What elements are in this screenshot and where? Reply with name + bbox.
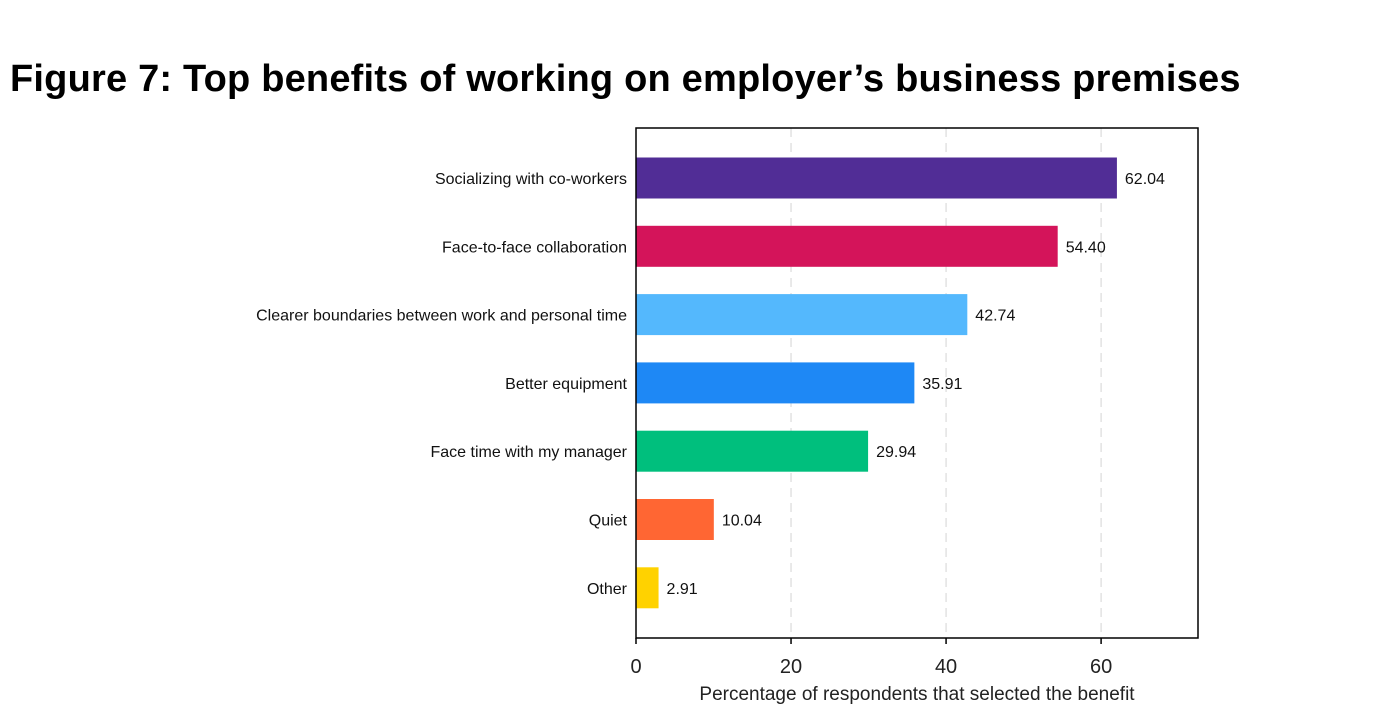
category-label: Face time with my manager — [430, 444, 627, 461]
bar-3 — [636, 362, 915, 404]
value-label: 10.04 — [722, 513, 762, 530]
tick-label: 20 — [780, 656, 802, 678]
value-label: 62.04 — [1125, 171, 1165, 188]
value-label: 35.91 — [922, 376, 962, 393]
category-label: Socializing with co-workers — [435, 171, 627, 188]
value-label: 42.74 — [975, 308, 1015, 325]
category-label: Face-to-face collaboration — [442, 239, 627, 256]
value-label: 54.40 — [1066, 239, 1106, 256]
value-label: 29.94 — [876, 444, 916, 461]
category-label: Quiet — [589, 513, 628, 530]
category-label: Better equipment — [505, 376, 627, 393]
category-label: Other — [587, 581, 628, 598]
plot-frame — [635, 127, 1199, 639]
bars — [636, 157, 1117, 609]
category-labels: Socializing with co-workers Face-to-face … — [256, 171, 628, 598]
tick-label: 40 — [935, 656, 957, 678]
value-labels: 62.04 54.40 42.74 35.91 29.94 10.04 2.91 — [667, 171, 1166, 598]
bar-6 — [636, 567, 659, 609]
bar-5 — [636, 499, 714, 540]
value-label: 2.91 — [667, 581, 698, 598]
tick-label: 0 — [630, 656, 641, 678]
bar-0 — [636, 157, 1117, 199]
x-axis-label: Percentage of respondents that selected … — [699, 684, 1135, 705]
category-label: Clearer boundaries between work and pers… — [256, 308, 627, 325]
bar-4 — [636, 430, 869, 472]
figure-title: Figure 7: Top benefits of working on emp… — [10, 58, 1241, 100]
bar-1 — [636, 225, 1058, 267]
bar-2 — [636, 294, 968, 336]
tick-label: 60 — [1090, 656, 1112, 678]
x-axis-ticks: 0 20 40 60 — [630, 638, 1112, 678]
